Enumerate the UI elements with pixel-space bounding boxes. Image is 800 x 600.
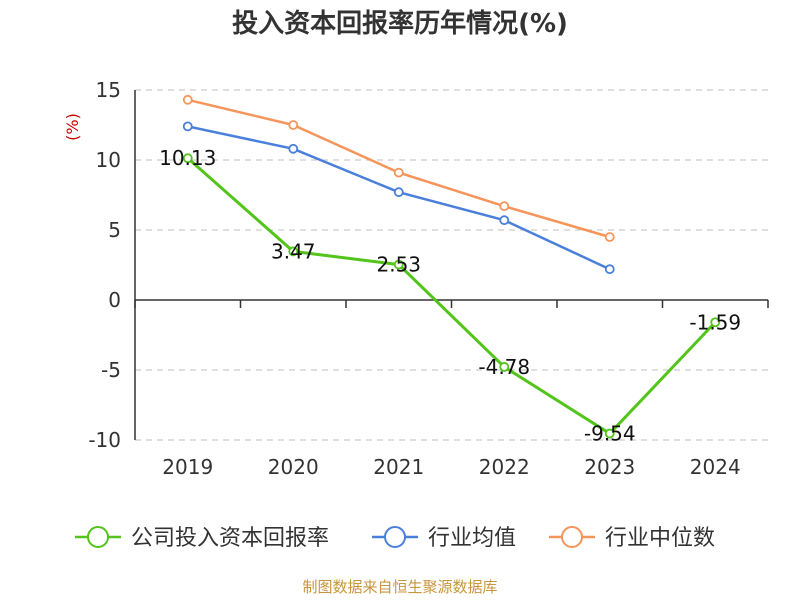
- data-point: [288, 143, 299, 154]
- y-tick-label: 15: [96, 78, 121, 102]
- y-tick-label: 0: [108, 288, 121, 312]
- data-point: [393, 187, 404, 198]
- legend-item: 行业均值: [372, 526, 516, 551]
- data-point: [710, 317, 721, 328]
- data-point: [604, 232, 615, 242]
- series-group: 10.13 3.47 2.53 -4.78 -9.54 -1.59: [159, 94, 741, 446]
- x-tick-label: 2020: [268, 455, 319, 479]
- data-point: [499, 362, 510, 372]
- x-tick-label: 2023: [584, 455, 635, 479]
- legend-item: 公司投入资本回报率: [75, 526, 329, 551]
- data-label: 2.53: [376, 253, 421, 277]
- legend-marker: [384, 526, 406, 548]
- series-2: [182, 94, 615, 242]
- source-note: 制图数据来自恒生聚源数据库: [302, 578, 497, 596]
- data-point: [393, 167, 404, 178]
- y-tick-label: 5: [108, 218, 121, 242]
- data-label: -1.59: [689, 310, 741, 334]
- series-line: [186, 157, 717, 436]
- chart-title: 投入资本回报率历年情况(%): [232, 8, 568, 39]
- legend: 公司投入资本回报率 行业均值 行业中位数: [75, 526, 715, 551]
- x-tick-label: 2022: [479, 455, 530, 479]
- data-point: [182, 121, 193, 132]
- legend-label: 行业均值: [428, 526, 516, 551]
- legend-label: 行业中位数: [605, 526, 715, 551]
- data-label: -4.78: [478, 355, 530, 379]
- data-label: 10.13: [159, 146, 216, 170]
- x-tick-label: 2024: [690, 455, 741, 479]
- data-point: [499, 201, 510, 212]
- x-tick-label: 2021: [373, 455, 424, 479]
- data-point: [499, 215, 510, 226]
- x-tick-label: 2019: [162, 455, 213, 479]
- grid-lines: [135, 89, 768, 441]
- legend-label: 公司投入资本回报率: [131, 526, 329, 551]
- axes: 15 10 5 0 -5 -10 2019 2020 2021 2022 2023 2024: [88, 78, 769, 479]
- data-point: [393, 259, 404, 270]
- legend-item: 行业中位数: [549, 526, 715, 551]
- data-label: -9.54: [584, 422, 636, 446]
- series-0: 10.13 3.47 2.53 -4.78 -9.54 -1.59: [159, 146, 741, 445]
- legend-marker: [561, 526, 583, 548]
- data-point: [182, 153, 193, 164]
- legend-marker: [87, 526, 109, 548]
- series-1: [182, 121, 615, 275]
- y-axis-unit: (%): [63, 113, 82, 141]
- data-point: [604, 264, 615, 275]
- data-point: [288, 246, 299, 257]
- data-point: [288, 120, 299, 130]
- series-line: [187, 125, 611, 271]
- y-tick-label: -5: [101, 358, 121, 382]
- y-tick-label: -10: [88, 428, 121, 452]
- data-label: 3.47: [271, 239, 316, 263]
- y-tick-label: 10: [96, 148, 121, 172]
- data-point: [182, 94, 193, 105]
- data-point: [604, 428, 615, 439]
